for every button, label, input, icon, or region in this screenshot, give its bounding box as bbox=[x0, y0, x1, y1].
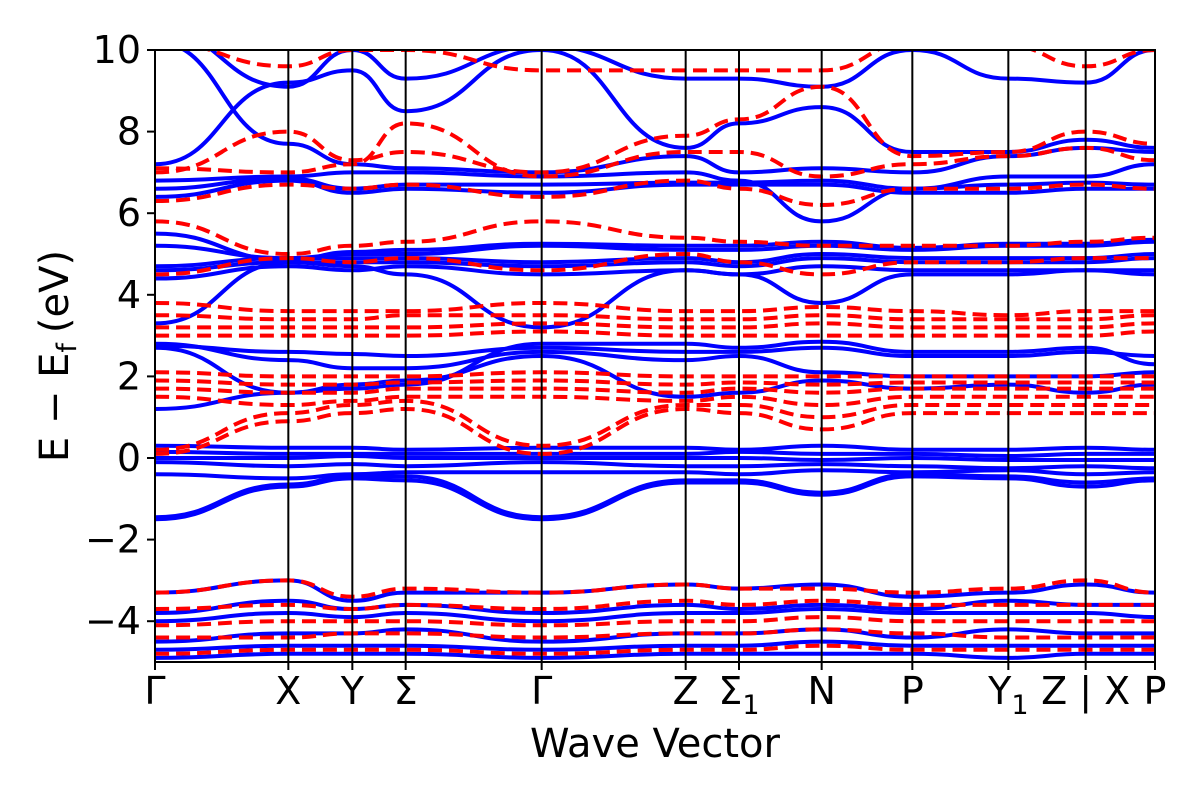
dashed-band-18 bbox=[155, 615, 1155, 628]
x-tick-label-8: P bbox=[901, 669, 924, 713]
dashed-band-1 bbox=[155, 398, 1155, 452]
y-axis-title-sub: f bbox=[52, 342, 83, 353]
x-tick-label-10: Z | X bbox=[1041, 669, 1130, 714]
solid-band-6 bbox=[155, 443, 1155, 452]
dashed-band-7 bbox=[155, 321, 1155, 330]
solid-band-8 bbox=[155, 341, 1155, 379]
dashed-band-2 bbox=[155, 394, 1155, 407]
solid-band-5 bbox=[155, 449, 1155, 458]
dashed-band-15 bbox=[203, 50, 1155, 73]
x-tick-label-11: P bbox=[1144, 669, 1167, 713]
dashed-band-5 bbox=[155, 370, 1155, 379]
x-tick-label-0: Γ bbox=[144, 669, 165, 713]
y-axis-title: E − Ef (eV) bbox=[32, 250, 83, 462]
y-tick-label-4: 2 bbox=[117, 354, 141, 398]
y-axis-title-main: E − E bbox=[32, 353, 78, 463]
x-ticks: Γ X Y Σ Γ Z Σ1 N P Y1 Z | X P bbox=[144, 662, 1166, 721]
y-axis-title-unit: (eV) bbox=[32, 250, 78, 333]
x-tick-label-2: Y bbox=[340, 669, 365, 713]
x-tick-label-7: N bbox=[807, 669, 835, 713]
plot-frame bbox=[154, 49, 1156, 663]
x-tick-label-1: X bbox=[275, 669, 301, 713]
y-ticks: 10 8 6 4 2 0 −2 −4 bbox=[85, 28, 155, 643]
dashed-band-9 bbox=[155, 301, 1155, 318]
x-axis-title: Wave Vector bbox=[530, 721, 781, 767]
x-tick-label-9: Y1 bbox=[987, 669, 1028, 721]
dashed-band-10 bbox=[155, 252, 1155, 277]
x-tick-label-6: Σ1 bbox=[718, 669, 759, 721]
solid-band-3 bbox=[155, 460, 1155, 471]
dashed-band-19 bbox=[155, 627, 1155, 640]
dashed-band-6 bbox=[155, 329, 1155, 338]
y-tick-label-1: 8 bbox=[117, 110, 141, 154]
y-tick-label-0: 10 bbox=[93, 28, 141, 72]
y-tick-label-7: −4 bbox=[85, 599, 141, 643]
y-tick-label-5: 0 bbox=[117, 436, 141, 480]
solid-band-28 bbox=[155, 651, 1155, 660]
dashed-band-17 bbox=[155, 598, 1155, 611]
solid-band-21 bbox=[208, 50, 1155, 89]
dashed-band-13 bbox=[155, 84, 1155, 175]
dashed-band-16 bbox=[155, 578, 1155, 599]
bands-layer bbox=[155, 50, 1155, 660]
dashed-band-14 bbox=[155, 121, 1155, 179]
kpoint-lines bbox=[287, 50, 1087, 662]
x-tick-label-5: Z bbox=[673, 669, 699, 713]
y-tick-label-2: 6 bbox=[117, 191, 141, 235]
y-tick-label-6: −2 bbox=[85, 518, 141, 562]
x-tick-label-3: Σ bbox=[394, 669, 418, 713]
y-tick-label-3: 4 bbox=[117, 273, 141, 317]
dashed-band-4 bbox=[155, 378, 1155, 387]
solid-band-1 bbox=[155, 472, 1155, 520]
x-tick-label-4: Γ bbox=[531, 669, 552, 713]
